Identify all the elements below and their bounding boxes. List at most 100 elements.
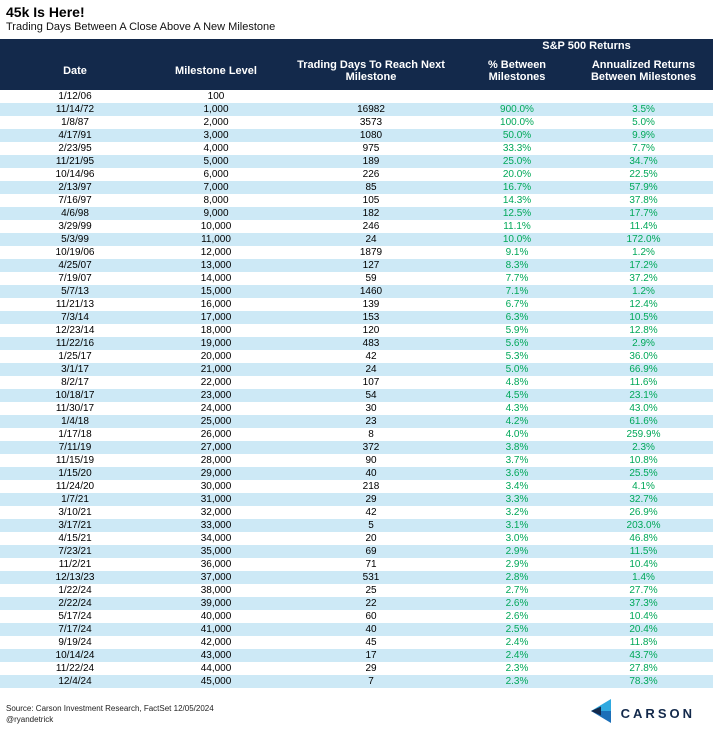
table-row: 11/21/95 5,000 189 25.0% 34.7% <box>0 155 713 168</box>
trading-days-cell: 85 <box>365 182 377 193</box>
table-row: 7/16/97 8,000 105 14.3% 37.8% <box>0 194 713 207</box>
table-row: 3/10/21 32,000 42 3.2% 26.9% <box>0 506 713 519</box>
table-row: 8/2/17 22,000 107 4.8% 11.6% <box>0 376 713 389</box>
annualized-return-cell: 11.8% <box>629 637 658 648</box>
table-row: 2/13/97 7,000 85 16.7% 57.9% <box>0 181 713 194</box>
date-cell: 1/7/21 <box>61 494 89 505</box>
table-header: S&P 500 Returns Date Milestone Level Tra… <box>0 39 713 90</box>
table-row: 2/22/24 39,000 22 2.6% 37.3% <box>0 597 713 610</box>
pct-between-cell: 10.0% <box>502 234 532 245</box>
trading-days-cell: 17 <box>365 650 377 661</box>
milestone-level-cell: 30,000 <box>200 481 232 492</box>
milestone-level-cell: 12,000 <box>200 247 232 258</box>
trading-days-cell: 218 <box>362 481 380 492</box>
milestone-level-cell: 36,000 <box>200 559 232 570</box>
trading-days-cell: 120 <box>362 325 380 336</box>
page-title: 45k Is Here! <box>6 4 85 20</box>
date-cell: 3/1/17 <box>61 364 89 375</box>
annualized-return-cell: 12.8% <box>629 325 658 336</box>
milestone-level-cell: 7,000 <box>203 182 229 193</box>
milestone-level-cell: 26,000 <box>200 429 232 440</box>
milestone-level-cell: 8,000 <box>203 195 229 206</box>
pct-between-cell: 2.6% <box>505 611 529 622</box>
trading-days-cell: 40 <box>365 468 377 479</box>
table-row: 1/12/06 100 <box>0 90 713 103</box>
date-cell: 5/17/24 <box>58 611 92 622</box>
trading-days-cell: 127 <box>362 260 380 271</box>
date-cell: 1/15/20 <box>58 468 92 479</box>
date-cell: 1/25/17 <box>58 351 92 362</box>
table-row: 2/23/95 4,000 975 33.3% 7.7% <box>0 142 713 155</box>
pct-between-cell: 12.5% <box>502 208 532 219</box>
milestone-level-cell: 18,000 <box>200 325 232 336</box>
pct-between-cell: 5.6% <box>505 338 529 349</box>
milestone-level-cell: 16,000 <box>200 299 232 310</box>
annualized-return-cell: 27.7% <box>629 585 658 596</box>
trading-days-cell: 105 <box>362 195 380 206</box>
table-row: 11/24/20 30,000 218 3.4% 4.1% <box>0 480 713 493</box>
annualized-return-cell: 11.6% <box>629 377 658 388</box>
date-cell: 2/22/24 <box>58 598 92 609</box>
trading-days-cell: 1080 <box>359 130 383 141</box>
annualized-return-cell: 2.9% <box>632 338 655 349</box>
table-row: 1/17/18 26,000 8 4.0% 259.9% <box>0 428 713 441</box>
annualized-return-cell: 12.4% <box>629 299 658 310</box>
carson-logo-text: CARSON <box>620 706 695 721</box>
trading-days-cell: 5 <box>368 520 374 531</box>
milestone-table: S&P 500 Returns Date Milestone Level Tra… <box>0 39 713 688</box>
column-header-milestone-level: Milestone Level <box>150 54 282 90</box>
trading-days-cell: 16982 <box>357 104 385 115</box>
trading-days-cell: 45 <box>365 637 377 648</box>
date-cell: 1/12/06 <box>58 91 92 102</box>
table-row: 11/22/16 19,000 483 5.6% 2.9% <box>0 337 713 350</box>
milestone-level-cell: 45,000 <box>200 676 232 687</box>
milestone-level-cell: 20,000 <box>200 351 232 362</box>
column-header-pct-between: % Between Milestones <box>460 54 574 90</box>
table-row: 12/13/23 37,000 531 2.8% 1.4% <box>0 571 713 584</box>
table-row: 7/19/07 14,000 59 7.7% 37.2% <box>0 272 713 285</box>
annualized-return-cell: 25.5% <box>629 468 658 479</box>
trading-days-cell: 54 <box>365 390 377 401</box>
table-row: 1/8/87 2,000 3573 100.0% 5.0% <box>0 116 713 129</box>
pct-between-cell: 14.3% <box>502 195 532 206</box>
milestone-level-cell: 19,000 <box>200 338 232 349</box>
date-cell: 3/17/21 <box>58 520 92 531</box>
table-row: 12/4/24 45,000 7 2.3% 78.3% <box>0 675 713 688</box>
annualized-return-cell: 20.4% <box>629 624 658 635</box>
milestone-level-cell: 15,000 <box>200 286 232 297</box>
table-row: 12/23/14 18,000 120 5.9% 12.8% <box>0 324 713 337</box>
pct-between-cell: 3.7% <box>505 455 529 466</box>
milestone-level-cell: 38,000 <box>200 585 232 596</box>
trading-days-cell: 42 <box>365 507 377 518</box>
trading-days-cell: 226 <box>362 169 380 180</box>
trading-days-cell: 246 <box>362 221 380 232</box>
table-row: 4/15/21 34,000 20 3.0% 46.8% <box>0 532 713 545</box>
pct-between-cell: 2.9% <box>505 546 529 557</box>
pct-between-cell: 6.7% <box>505 299 529 310</box>
annualized-return-cell: 46.8% <box>629 533 658 544</box>
pct-between-cell: 2.3% <box>505 663 529 674</box>
trading-days-cell: 40 <box>365 624 377 635</box>
date-cell: 12/23/14 <box>55 325 95 336</box>
date-cell: 12/13/23 <box>55 572 95 583</box>
table-body: 1/12/06 100 11/14/72 1,000 16982 900.0% 3.5% 1/… <box>0 90 713 688</box>
pct-between-cell: 33.3% <box>502 143 532 154</box>
date-cell: 10/18/17 <box>55 390 95 401</box>
milestone-level-cell: 33,000 <box>200 520 232 531</box>
pct-between-cell: 3.2% <box>505 507 529 518</box>
table-row: 4/17/91 3,000 1080 50.0% 9.9% <box>0 129 713 142</box>
table-row: 7/17/24 41,000 40 2.5% 20.4% <box>0 623 713 636</box>
milestone-level-cell: 4,000 <box>203 143 229 154</box>
milestone-level-cell: 11,000 <box>201 234 231 245</box>
table-row: 11/14/72 1,000 16982 900.0% 3.5% <box>0 103 713 116</box>
trading-days-cell: 24 <box>365 364 377 375</box>
milestone-level-cell: 21,000 <box>200 364 232 375</box>
annualized-return-cell: 3.5% <box>632 104 655 115</box>
milestone-level-cell: 44,000 <box>200 663 232 674</box>
trading-days-cell: 189 <box>362 156 380 167</box>
annualized-return-cell: 78.3% <box>629 676 658 687</box>
date-cell: 11/15/19 <box>55 455 95 466</box>
pct-between-cell: 2.4% <box>505 650 529 661</box>
annualized-return-cell: 9.9% <box>632 130 655 141</box>
table-row: 1/7/21 31,000 29 3.3% 32.7% <box>0 493 713 506</box>
